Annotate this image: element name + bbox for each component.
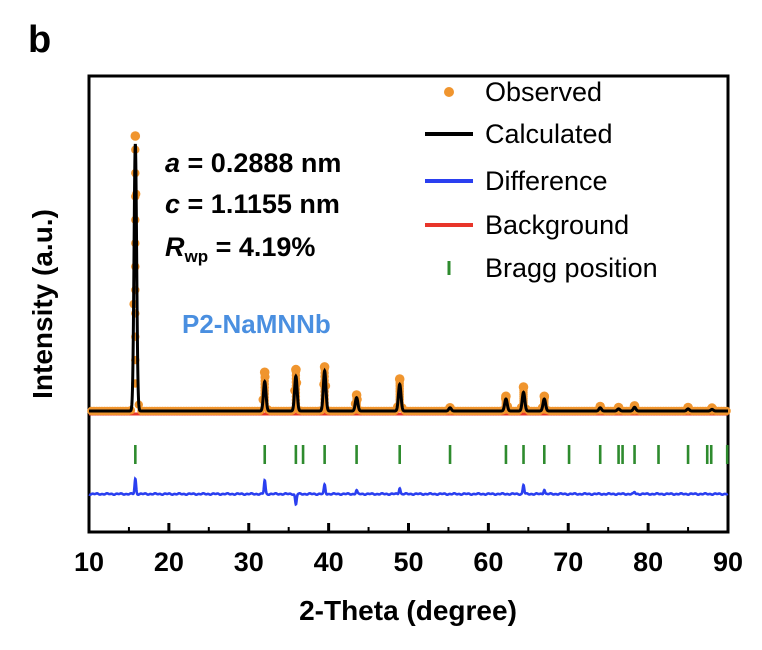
legend-difference-label: Difference xyxy=(485,166,608,196)
lattice-c-annotation: c = 1.1155 nm xyxy=(165,189,340,219)
observed-point xyxy=(351,390,362,400)
x-axis-ticks: 10 20 30 40 50 60 70 80 90 xyxy=(74,523,743,577)
observed-point xyxy=(291,364,301,375)
panel-label: b xyxy=(28,19,51,61)
legend-observed-marker xyxy=(444,87,454,97)
legend-background-label: Background xyxy=(485,210,629,240)
x-tick-label: 50 xyxy=(393,547,423,577)
x-tick-label: 40 xyxy=(314,547,344,577)
calculated-line xyxy=(89,143,728,413)
observed-point xyxy=(501,391,511,402)
observed-point xyxy=(259,367,270,378)
x-tick-label: 20 xyxy=(154,547,184,577)
observed-point xyxy=(394,374,405,384)
phase-label: P2-NaMNNb xyxy=(182,309,331,339)
legend-observed-label: Observed xyxy=(485,77,602,107)
lattice-a-value: = 0.2888 nm xyxy=(180,148,341,178)
lattice-a-symbol: a xyxy=(165,148,180,178)
observed-point xyxy=(319,362,330,372)
rwp-symbol: R xyxy=(165,232,185,262)
rwp-value: = 4.19% xyxy=(208,232,315,262)
rwp-annotation: Rwp = 4.19% xyxy=(165,232,315,266)
x-tick-label: 80 xyxy=(633,547,663,577)
legend-bragg-label: Bragg position xyxy=(485,253,658,283)
lattice-c-value: = 1.1155 nm xyxy=(180,189,340,219)
observed-point xyxy=(518,382,529,392)
observed-point xyxy=(130,131,141,141)
y-axis-label: Intensity (a.u.) xyxy=(27,209,58,399)
x-tick-label: 10 xyxy=(74,547,104,577)
x-tick-label: 30 xyxy=(234,547,264,577)
lattice-a-annotation: a = 0.2888 nm xyxy=(165,148,341,178)
lattice-c-symbol: c xyxy=(165,189,180,219)
observed-point xyxy=(539,391,550,402)
plot-frame xyxy=(87,74,730,534)
x-axis-label: 2-Theta (degree) xyxy=(299,595,517,626)
difference-line xyxy=(88,476,729,507)
difference-series xyxy=(88,476,729,507)
calculated-series xyxy=(89,143,728,413)
legend: Observed Calculated Difference Backgroun… xyxy=(425,77,658,283)
legend-calculated-label: Calculated xyxy=(485,119,613,149)
rwp-subscript: wp xyxy=(184,247,209,266)
x-tick-label: 90 xyxy=(713,547,743,577)
bragg-series xyxy=(134,445,729,464)
x-tick-label: 70 xyxy=(553,547,583,577)
x-tick-label: 60 xyxy=(473,547,503,577)
